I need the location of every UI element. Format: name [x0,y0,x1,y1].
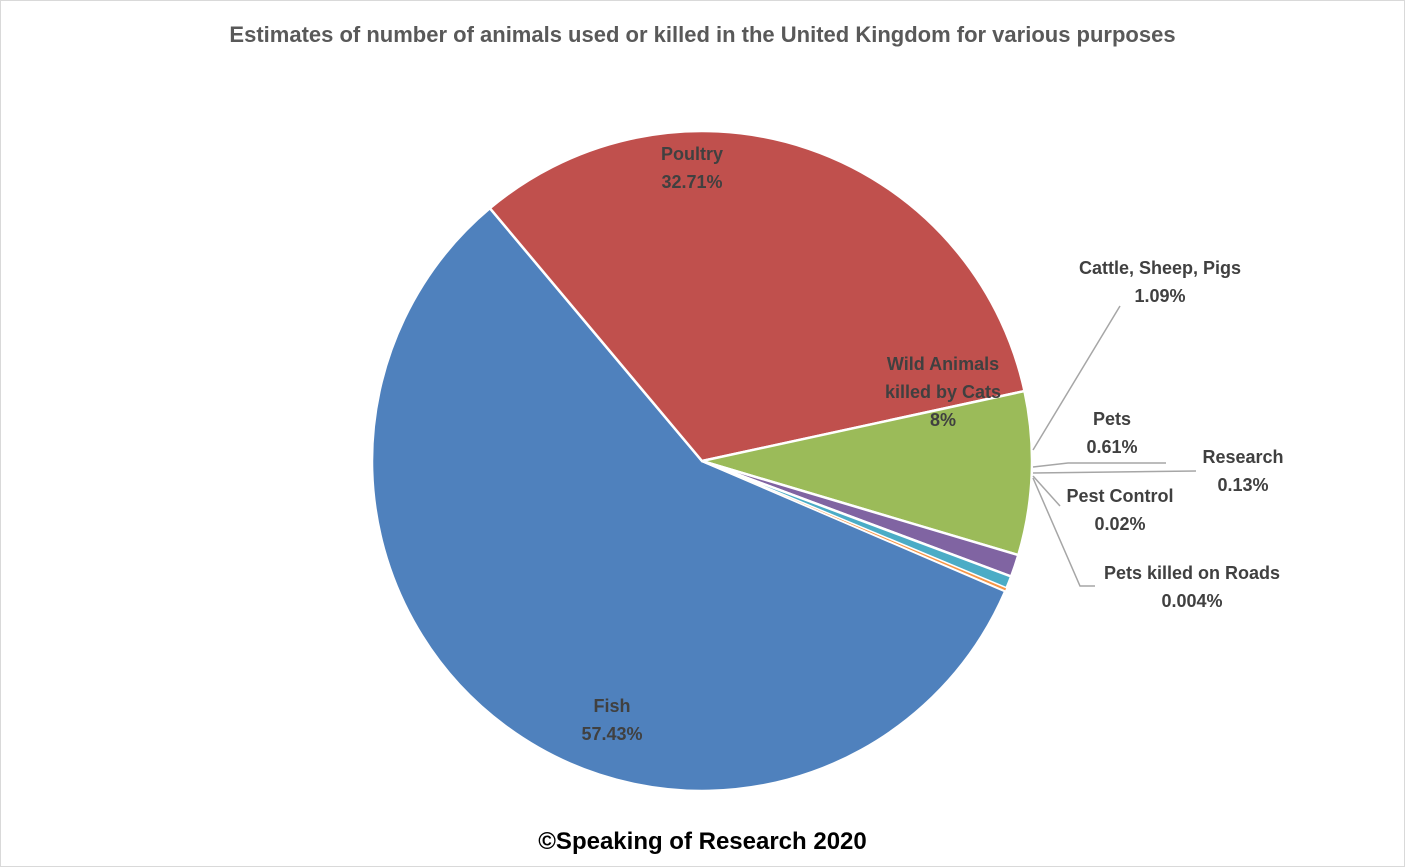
slice-label-pest-control: Pest Control [1066,486,1173,506]
leader-lines [1032,305,1197,587]
slice-value-poultry: 32.71% [661,172,722,192]
leader-line-cattle-sheep-pigs [1032,305,1121,451]
slice-value-research: 0.13% [1217,475,1268,495]
slice-label-cattle-sheep-pigs: Cattle, Sheep, Pigs [1079,258,1241,278]
slice-value-fish: 57.43% [581,724,642,744]
data-labels: Fish 57.43% Poultry 32.71% Wild Animals kille… [581,144,1283,744]
slice-label-pets: Pets [1093,409,1131,429]
pie-slice-fish [370,206,1007,793]
chart-title: Estimates of number of animals used or k… [229,22,1176,47]
leader-line-pets [1032,462,1166,468]
slice-label-poultry: Poultry [661,144,723,164]
slice-label-pets-killed-on-roads: Pets killed on Roads [1104,563,1280,583]
pie-slice-poultry [488,129,1026,463]
slice-value-wild-animals-killed-by-cats: 8% [930,410,956,430]
pie-slices [370,129,1034,793]
leader-line-research [1032,470,1197,474]
slice-value-pest-control: 0.02% [1094,514,1145,534]
slice-label-fish: Fish [593,696,630,716]
leader-line-pets-killed-on-roads [1032,477,1095,587]
leader-line-pest-control [1032,475,1061,507]
pie-slice-wild-animals-killed-by-cats [701,389,1034,557]
slice-label-wild-animals-killed-by-cats-line-1: Wild Animals [887,354,999,374]
slice-label-wild-animals-killed-by-cats-line-2: killed by Cats [885,382,1001,402]
slice-label-research: Research [1202,447,1283,467]
slice-value-cattle-sheep-pigs: 1.09% [1134,286,1185,306]
slice-value-pets-killed-on-roads: 0.004% [1161,591,1222,611]
slice-value-pets: 0.61% [1086,437,1137,457]
copyright-footer: ©Speaking of Research 2020 [538,828,867,855]
pie-slice-pets-killed-on-roads [701,460,1006,592]
